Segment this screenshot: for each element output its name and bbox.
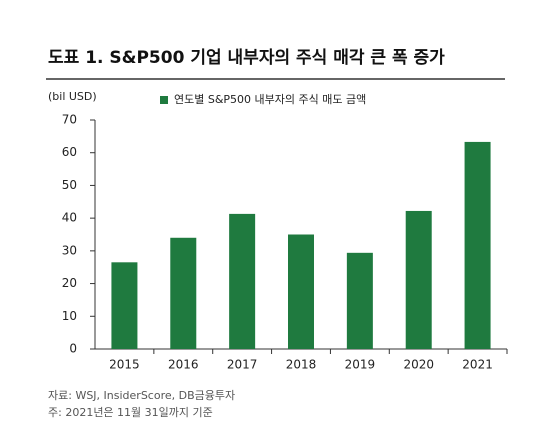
- bar: [405, 210, 432, 349]
- y-tick-label: 0: [69, 342, 77, 356]
- bar: [170, 237, 197, 349]
- legend-label: 연도별 S&P500 내부자의 주식 매도 금액: [174, 93, 366, 106]
- y-tick-label: 30: [62, 243, 77, 257]
- source: 자료: WSJ, InsiderScore, DB금융투자: [48, 389, 235, 402]
- y-tick-label: 10: [62, 309, 77, 323]
- bar: [346, 252, 373, 349]
- note: 주: 2021년은 11월 31일까지 기준: [48, 405, 213, 419]
- x-tick-label: 2018: [286, 358, 317, 372]
- x-tick-label: 2015: [109, 358, 140, 372]
- chart-title: 도표 1. S&P500 기업 내부자의 주식 매각 큰 폭 증가: [48, 48, 445, 68]
- x-tick-label: 2019: [345, 358, 376, 372]
- x-tick-label: 2017: [227, 358, 258, 372]
- x-tick-label: 2020: [403, 358, 434, 372]
- y-tick-label: 50: [62, 178, 77, 192]
- x-tick-label: 2021: [462, 358, 493, 372]
- x-tick-label: 2016: [168, 358, 199, 372]
- y-tick-label: 60: [62, 145, 77, 159]
- legend-swatch: [160, 96, 168, 104]
- y-axis-label: (bil USD): [48, 90, 97, 103]
- bar: [464, 141, 491, 349]
- y-tick-label: 40: [62, 211, 77, 225]
- bar: [111, 262, 138, 349]
- y-tick-label: 20: [62, 276, 77, 290]
- bar: [288, 234, 314, 349]
- bar: [229, 213, 256, 349]
- y-tick-label: 70: [62, 113, 77, 127]
